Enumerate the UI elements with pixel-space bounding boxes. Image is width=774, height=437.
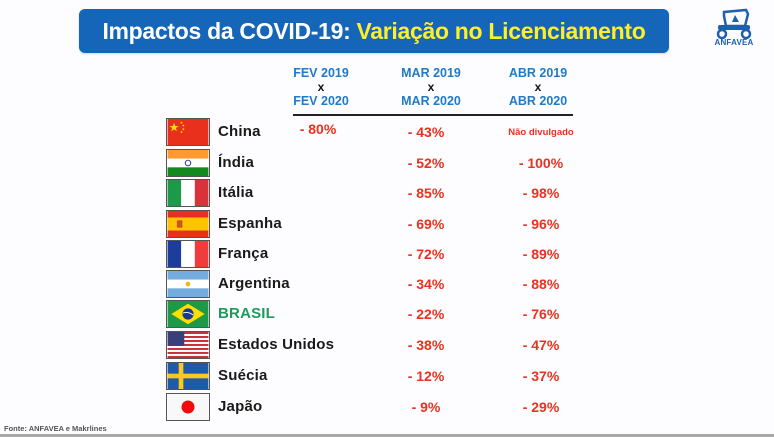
china-flag-icon <box>166 118 210 146</box>
value-mar: - 12% <box>407 368 445 384</box>
value-abr: Não divulgado <box>508 127 574 138</box>
value-mar: - 9% <box>411 399 441 415</box>
col-sep: x <box>534 80 542 94</box>
table-row: França - 72% - 89% <box>166 240 586 268</box>
table-row: Estados Unidos - 38% - 47% <box>166 331 586 359</box>
value-mar: - 52% <box>407 155 445 171</box>
slide-title: Impactos da COVID-19: Variação no Licenc… <box>79 9 669 53</box>
col-top: MAR 2019 <box>401 66 461 80</box>
value-abr: - 98% <box>522 185 560 201</box>
usa-flag-icon <box>166 331 210 359</box>
sweden-flag-icon <box>166 362 210 390</box>
country-name: China <box>218 123 261 140</box>
table-row: Itália - 85% - 98% <box>166 179 586 207</box>
brazil-flag-icon <box>166 300 210 328</box>
value-mar: - 34% <box>407 276 445 292</box>
country-name: Índia <box>218 154 255 171</box>
value-fev: - 80% <box>299 121 337 137</box>
country-name: Suécia <box>218 367 268 384</box>
table-row: Suécia - 12% - 37% <box>166 362 586 390</box>
argentina-flag-icon <box>166 270 210 298</box>
country-name: França <box>218 245 269 262</box>
value-abr: - 96% <box>522 216 560 232</box>
logo-text: ANFAVEA <box>714 38 754 47</box>
value-abr: - 100% <box>518 155 564 171</box>
title-highlight: Variação no Licenciamento <box>356 17 646 44</box>
column-header-mar: MAR 2019 x MAR 2020 <box>376 66 486 108</box>
value-mar: - 43% <box>407 124 445 140</box>
column-header-fev: FEV 2019 x FEV 2020 <box>266 66 376 108</box>
country-name: BRASIL <box>218 305 276 322</box>
country-name: Estados Unidos <box>218 336 335 353</box>
col-sep: x <box>317 80 325 94</box>
value-abr: - 76% <box>522 306 560 322</box>
title-prefix: Impactos da COVID-19: <box>102 17 351 44</box>
col-bottom: ABR 2020 <box>508 94 568 108</box>
value-abr: - 29% <box>522 399 560 415</box>
value-mar: - 85% <box>407 185 445 201</box>
col-top: FEV 2019 <box>293 66 349 80</box>
table-row: China - 80% - 43% Não divulgado <box>166 118 586 146</box>
japan-flag-icon <box>166 393 210 421</box>
value-mar: - 38% <box>407 337 445 353</box>
col-bottom: FEV 2020 <box>293 94 349 108</box>
value-mar: - 72% <box>407 246 445 262</box>
france-flag-icon <box>166 240 210 268</box>
col-sep: x <box>427 80 435 94</box>
bottom-border <box>0 434 774 437</box>
car-icon <box>716 8 752 40</box>
table-row: Índia - 52% - 100% <box>166 149 586 177</box>
india-flag-icon <box>166 149 210 177</box>
header-divider <box>293 114 573 116</box>
value-mar: - 22% <box>407 306 445 322</box>
table-row: Japão - 9% - 29% <box>166 393 586 421</box>
italy-flag-icon <box>166 179 210 207</box>
col-top: ABR 2019 <box>508 66 568 80</box>
table-row: BRASIL - 22% - 76% <box>166 300 586 328</box>
value-abr: - 37% <box>522 368 560 384</box>
country-name: Espanha <box>218 215 282 232</box>
source-footnote: Fonte: ANFAVEA e Makrlines <box>4 424 107 433</box>
table-row: Espanha - 69% - 96% <box>166 210 586 238</box>
country-name: Argentina <box>218 275 290 292</box>
value-abr: - 88% <box>522 276 560 292</box>
value-abr: - 89% <box>522 246 560 262</box>
value-mar: - 69% <box>407 216 445 232</box>
country-name: Itália <box>218 184 254 201</box>
country-name: Japão <box>218 398 263 415</box>
col-bottom: MAR 2020 <box>401 94 461 108</box>
column-header-abr: ABR 2019 x ABR 2020 <box>483 66 593 108</box>
table-row: Argentina - 34% - 88% <box>166 270 586 298</box>
value-abr: - 47% <box>522 337 560 353</box>
spain-flag-icon <box>166 210 210 238</box>
